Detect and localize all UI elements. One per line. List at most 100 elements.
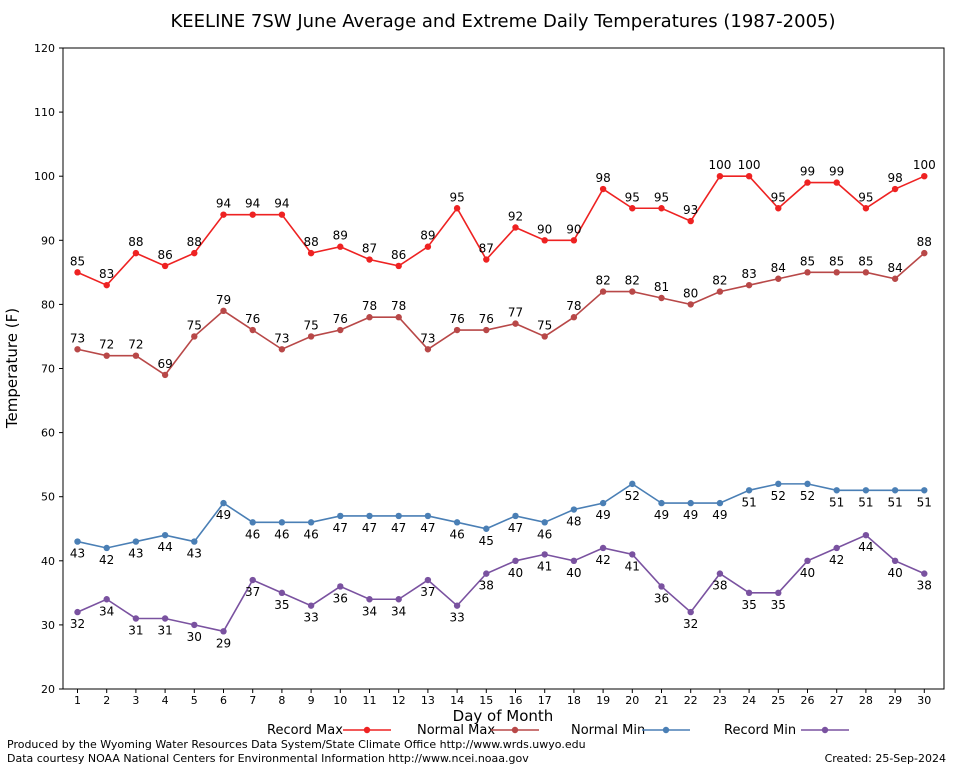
data-label-record-max: 100	[738, 158, 761, 172]
x-tick-label: 7	[249, 694, 256, 707]
data-point-normal-max	[424, 346, 432, 353]
data-point-record-max	[483, 256, 490, 263]
data-point-normal-min	[453, 519, 461, 526]
data-label-normal-max: 76	[245, 312, 260, 326]
data-label-record-min: 40	[800, 566, 815, 580]
data-point-normal-min	[745, 487, 753, 494]
data-point-record-min	[483, 570, 490, 577]
legend: Record Max Normal Max Normal Min Record Min	[267, 723, 849, 738]
data-point-normal-min	[512, 512, 519, 520]
data-label-record-min: 30	[187, 630, 202, 644]
data-point-record-min	[775, 589, 782, 597]
data-point-record-max	[862, 205, 870, 212]
y-tick-label: 80	[41, 298, 55, 311]
data-label-normal-min: 47	[420, 521, 435, 535]
data-point-normal-max	[716, 288, 724, 295]
series-line-record-min	[77, 534, 925, 633]
data-label-normal-min: 47	[391, 521, 406, 535]
data-point-normal-min	[366, 512, 373, 520]
data-label-normal-min: 42	[99, 553, 114, 567]
data-point-record-min	[132, 615, 140, 622]
data-point-record-min	[424, 576, 432, 584]
data-point-normal-max	[74, 346, 81, 353]
data-label-normal-max: 76	[449, 312, 464, 326]
data-point-record-max	[453, 205, 461, 212]
x-tick-label: 5	[191, 694, 198, 707]
data-label-normal-min: 46	[537, 527, 552, 541]
data-point-record-min	[833, 544, 840, 552]
legend-label-record-max: Record Max	[267, 723, 343, 738]
data-point-normal-max	[833, 269, 840, 276]
data-label-record-max: 83	[99, 267, 114, 281]
data-label-record-min: 31	[128, 623, 143, 637]
data-label-record-min: 35	[771, 598, 786, 612]
x-tick-label: 18	[567, 694, 581, 707]
data-point-record-max	[366, 256, 373, 263]
data-label-record-min: 40	[887, 566, 902, 580]
data-point-normal-max	[658, 294, 665, 302]
data-point-record-min	[629, 551, 636, 558]
data-label-record-max: 86	[391, 248, 406, 262]
data-point-normal-min	[161, 531, 169, 539]
data-point-normal-max	[453, 326, 461, 334]
data-point-record-max	[891, 185, 899, 193]
data-point-record-min	[658, 583, 665, 590]
legend-item-normal-min: Normal Min	[571, 723, 690, 738]
data-point-record-max	[161, 262, 169, 270]
data-point-record-min	[687, 608, 694, 616]
data-label-record-min: 34	[362, 604, 377, 618]
data-label-record-min: 40	[566, 566, 581, 580]
data-point-record-min	[570, 557, 578, 564]
data-label-record-min: 38	[917, 579, 932, 593]
data-point-record-min	[921, 570, 928, 577]
data-point-normal-max	[307, 333, 315, 340]
data-point-record-max	[395, 262, 402, 270]
data-label-record-max: 99	[829, 165, 844, 179]
x-tick-label: 4	[162, 694, 169, 707]
legend-marker-record-min	[821, 726, 829, 734]
data-point-normal-max	[132, 352, 140, 359]
data-label-record-max: 94	[216, 197, 231, 211]
x-tick-label: 28	[859, 694, 873, 707]
data-point-record-max	[775, 205, 782, 212]
x-tick-label: 29	[888, 694, 902, 707]
data-label-record-min: 37	[245, 585, 260, 599]
y-axis-label: Temperature (F)	[3, 308, 21, 429]
data-label-record-min: 38	[712, 579, 727, 593]
data-label-normal-max: 81	[654, 280, 669, 294]
data-label-record-max: 95	[858, 190, 873, 204]
data-label-normal-min: 46	[274, 527, 289, 541]
x-tick-label: 25	[771, 694, 785, 707]
data-point-normal-max	[804, 269, 811, 276]
data-label-normal-max: 79	[216, 293, 231, 307]
x-tick-label: 19	[596, 694, 610, 707]
x-tick-label: 12	[392, 694, 406, 707]
data-point-normal-min	[599, 499, 607, 507]
data-point-normal-max	[395, 314, 402, 321]
data-label-record-max: 98	[595, 171, 610, 185]
data-label-normal-max: 88	[917, 235, 932, 249]
data-label-normal-max: 76	[333, 312, 348, 326]
data-point-normal-min	[804, 480, 811, 488]
y-tick-label: 70	[41, 363, 55, 376]
data-label-normal-min: 46	[303, 527, 318, 541]
data-point-normal-min	[629, 480, 636, 488]
data-label-record-max: 92	[508, 209, 523, 223]
data-label-normal-max: 69	[157, 357, 172, 371]
data-label-normal-min: 51	[858, 495, 873, 509]
data-point-normal-max	[862, 269, 870, 276]
x-tick-label: 9	[308, 694, 315, 707]
data-point-record-max	[745, 173, 753, 180]
data-point-normal-max	[191, 333, 198, 340]
data-point-normal-min	[570, 506, 578, 513]
data-label-record-min: 33	[449, 611, 464, 625]
series-record-max: 85 83 88 86 88 94 94 94 88 89 87 86 89 95 87 92 90 90 98 95…	[70, 158, 936, 289]
data-point-normal-min	[862, 487, 870, 494]
data-point-record-max	[687, 217, 694, 225]
series-line-normal-min	[77, 482, 925, 549]
data-point-normal-min	[921, 487, 928, 494]
legend-item-normal-max: Normal Max	[417, 723, 539, 738]
data-point-record-min	[804, 557, 811, 564]
